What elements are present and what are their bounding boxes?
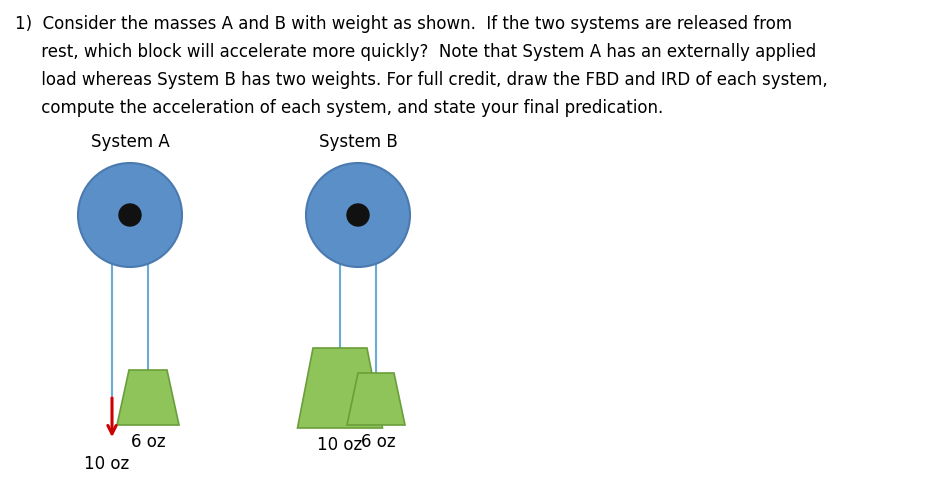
Circle shape xyxy=(306,163,410,267)
Text: 10 oz: 10 oz xyxy=(84,455,130,473)
Polygon shape xyxy=(347,373,405,425)
Text: compute the acceleration of each system, and state your final predication.: compute the acceleration of each system,… xyxy=(15,99,663,117)
Polygon shape xyxy=(117,370,179,425)
Text: load whereas System B has two weights. For full credit, draw the FBD and IRD of : load whereas System B has two weights. F… xyxy=(15,71,828,89)
Text: rest, which block will accelerate more quickly?  Note that System A has an exter: rest, which block will accelerate more q… xyxy=(15,43,816,61)
Text: 6 oz: 6 oz xyxy=(131,433,166,451)
Circle shape xyxy=(347,204,369,226)
Text: System A: System A xyxy=(91,133,169,151)
Polygon shape xyxy=(297,348,382,428)
Circle shape xyxy=(78,163,182,267)
Circle shape xyxy=(119,204,141,226)
Text: 6 oz: 6 oz xyxy=(361,433,395,451)
Text: 1)  Consider the masses A and B with weight as shown.  If the two systems are re: 1) Consider the masses A and B with weig… xyxy=(15,15,792,33)
Text: 10 oz: 10 oz xyxy=(318,436,363,454)
Text: System B: System B xyxy=(319,133,397,151)
